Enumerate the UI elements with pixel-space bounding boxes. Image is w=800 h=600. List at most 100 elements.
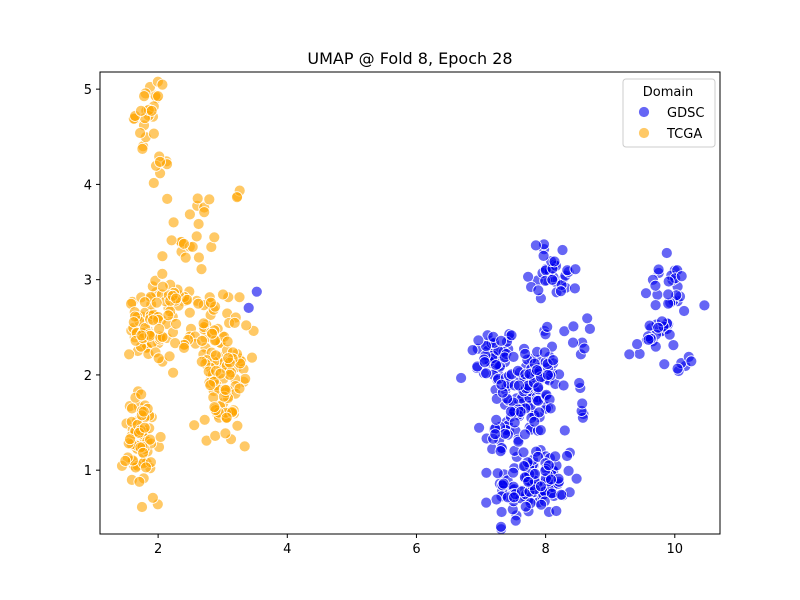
data-point-tcga — [126, 402, 138, 415]
data-point-tcga — [138, 421, 151, 434]
data-point-gdsc — [537, 249, 550, 262]
data-point-gdsc — [663, 328, 676, 341]
legend-marker-gdsc — [638, 106, 650, 118]
y-tick-label: 2 — [84, 369, 92, 384]
data-point-tcga — [209, 349, 222, 362]
data-point-gdsc — [242, 301, 255, 314]
data-point-gdsc — [478, 356, 491, 369]
data-point-gdsc — [545, 473, 557, 486]
data-point-tcga — [135, 388, 148, 401]
data-point-tcga — [156, 78, 169, 91]
data-point-tcga — [233, 291, 246, 304]
data-point-tcga — [231, 191, 243, 204]
data-point-gdsc — [569, 282, 581, 295]
data-point-gdsc — [584, 322, 596, 335]
data-point-tcga — [219, 427, 232, 440]
data-point-gdsc — [667, 339, 680, 352]
data-point-tcga — [197, 317, 210, 330]
data-point-tcga — [217, 288, 229, 301]
x-tick-label: 2 — [154, 542, 162, 557]
data-point-tcga — [123, 348, 136, 361]
data-point-gdsc — [623, 348, 636, 361]
data-point-tcga — [206, 327, 219, 340]
data-point-tcga — [192, 251, 205, 264]
data-point-gdsc — [573, 377, 586, 389]
data-point-tcga — [136, 142, 149, 155]
data-point-gdsc — [671, 362, 684, 375]
data-point-tcga — [156, 280, 169, 293]
data-point-gdsc — [544, 402, 557, 415]
x-tick-label: 10 — [667, 542, 684, 557]
legend-title: Domain — [643, 85, 693, 100]
data-point-gdsc — [531, 364, 543, 377]
data-point-gdsc — [581, 312, 594, 325]
data-point-gdsc — [489, 428, 502, 441]
axes-frame — [99, 71, 721, 535]
data-point-gdsc — [530, 239, 542, 252]
data-point-gdsc — [455, 372, 468, 384]
data-point-tcga — [188, 419, 201, 432]
data-point-gdsc — [507, 466, 520, 479]
data-point-gdsc — [547, 354, 560, 367]
data-point-tcga — [156, 250, 169, 263]
data-point-gdsc — [631, 338, 643, 351]
data-point-gdsc — [640, 287, 652, 300]
data-point-tcga — [163, 350, 176, 363]
data-point-gdsc — [466, 344, 479, 357]
data-point-tcga — [208, 231, 221, 244]
x-tick-label: 8 — [541, 542, 549, 557]
data-point-tcga — [204, 379, 217, 392]
data-point-tcga — [135, 105, 147, 117]
data-point-tcga — [192, 218, 205, 230]
data-point-gdsc — [519, 347, 531, 360]
data-point-tcga — [178, 341, 190, 354]
data-point-gdsc — [662, 275, 675, 288]
data-point-tcga — [124, 433, 136, 446]
data-point-gdsc — [533, 406, 545, 419]
data-point-gdsc — [532, 284, 545, 297]
data-point-gdsc — [576, 397, 589, 410]
data-point-gdsc — [534, 424, 547, 437]
data-point-gdsc — [490, 413, 503, 426]
data-point-gdsc — [495, 506, 508, 518]
legend-label-tcga: TCGA — [666, 127, 702, 142]
data-point-tcga — [183, 208, 196, 221]
data-point-gdsc — [495, 334, 508, 347]
data-point-tcga — [170, 317, 183, 330]
data-point-gdsc — [495, 378, 508, 391]
data-point-tcga — [190, 230, 203, 243]
data-point-tcga — [209, 429, 222, 442]
data-point-gdsc — [538, 346, 551, 359]
data-point-tcga — [138, 90, 151, 102]
data-point-tcga — [191, 192, 204, 205]
data-point-tcga — [147, 314, 160, 327]
data-point-tcga — [137, 405, 150, 418]
data-point-tcga — [222, 352, 235, 365]
data-point-tcga — [214, 367, 227, 380]
x-tick-label: 4 — [283, 542, 291, 557]
legend: Domain GDSC TCGA — [622, 78, 716, 148]
data-point-gdsc — [514, 405, 527, 418]
data-point-gdsc — [556, 244, 569, 256]
data-point-tcga — [183, 306, 196, 319]
data-point-tcga — [179, 251, 192, 264]
data-point-gdsc — [507, 350, 520, 363]
data-point-gdsc — [250, 285, 263, 298]
data-point-gdsc — [649, 279, 662, 292]
data-point-gdsc — [513, 379, 525, 392]
data-point-tcga — [152, 90, 165, 103]
data-point-gdsc — [652, 263, 665, 276]
data-point-tcga — [127, 316, 140, 329]
data-point-gdsc — [567, 336, 579, 349]
data-point-gdsc — [570, 472, 583, 485]
y-tick-label: 4 — [84, 178, 92, 193]
data-point-gdsc — [532, 381, 545, 394]
data-point-gdsc — [658, 358, 671, 371]
data-point-tcga — [231, 419, 244, 432]
data-point-tcga — [196, 334, 209, 347]
data-point-gdsc — [558, 325, 571, 338]
y-tick-label: 5 — [84, 83, 92, 98]
data-point-gdsc — [519, 428, 531, 441]
